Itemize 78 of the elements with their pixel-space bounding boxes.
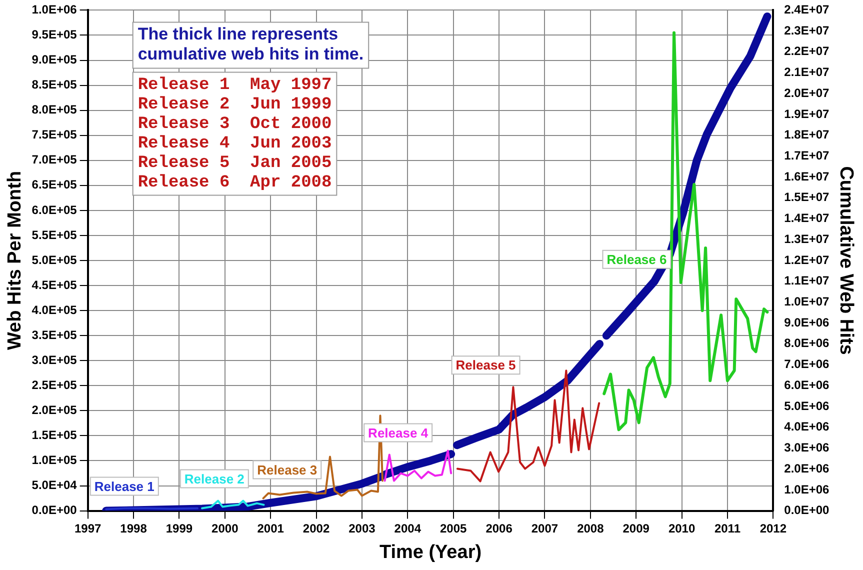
x-tick-label: 2005 bbox=[440, 521, 468, 536]
y2-tick-label: 1.9E+07 bbox=[784, 106, 830, 121]
x-tick-label: 2012 bbox=[760, 521, 787, 536]
y-tick-label: 1.5E+05 bbox=[32, 428, 78, 442]
y2-tick-label: 1.7E+07 bbox=[784, 148, 830, 163]
y-tick-label: 1.0E+05 bbox=[32, 453, 78, 468]
x-tick-label: 2008 bbox=[577, 521, 604, 536]
y-tick-label: 7.0E+05 bbox=[32, 152, 78, 167]
annotation: The thick line represents cumulative web hits in time. bbox=[138, 24, 364, 64]
x-tick-label: 2001 bbox=[257, 521, 284, 536]
x-tick-label: 2011 bbox=[714, 521, 741, 536]
y-tick-label: 4.0E+05 bbox=[32, 302, 78, 317]
y-tick-label: 0.0E+00 bbox=[32, 503, 78, 518]
y-tick-label: 9.5E+05 bbox=[32, 28, 78, 42]
y-tick-label: 9.0E+05 bbox=[32, 52, 78, 67]
y2-tick-label: 9.0E+06 bbox=[784, 315, 830, 330]
y2-tick-label: 1.3E+07 bbox=[784, 232, 830, 246]
y2-tick-label: 2.0E+06 bbox=[784, 461, 830, 476]
annotation: Release 6 Apr 2008 bbox=[138, 173, 332, 192]
y2-tick-label: 2.3E+07 bbox=[784, 23, 830, 38]
y-tick-label: 2.0E+05 bbox=[32, 402, 78, 417]
x-tick-label: 2003 bbox=[348, 521, 376, 536]
series-label: Release 1 bbox=[94, 478, 154, 494]
y-tick-label: 8.0E+05 bbox=[32, 102, 78, 117]
y2-tick-label: 2.1E+07 bbox=[784, 65, 830, 80]
annotation: Release 3 Oct 2000 bbox=[138, 114, 332, 134]
y2-tick-label: 1.0E+07 bbox=[784, 294, 830, 309]
series-label: Release 5 bbox=[456, 358, 516, 373]
series-label: Release 4 bbox=[368, 425, 429, 440]
series-label: Release 6 bbox=[606, 252, 667, 267]
x-tick-label: 2002 bbox=[302, 521, 330, 536]
y-tick-label: 5.0E+05 bbox=[32, 252, 78, 267]
y-tick-label: 2.5E+05 bbox=[32, 378, 78, 392]
y2-tick-label: 1.4E+07 bbox=[784, 211, 830, 226]
series-label: Release 3 bbox=[257, 462, 318, 478]
y-tick-label: 1.0E+06 bbox=[32, 2, 78, 17]
x-tick-label: 2006 bbox=[486, 521, 513, 536]
annotation: Release 5 Jan 2005 bbox=[138, 154, 332, 173]
y-tick-label: 5.0E+04 bbox=[32, 478, 78, 492]
y-tick-label: 8.5E+05 bbox=[32, 78, 78, 92]
y2-tick-label: 2.0E+07 bbox=[784, 86, 830, 100]
y2-tick-label: 0.0E+00 bbox=[784, 503, 830, 518]
y2-tick-label: 1.8E+07 bbox=[784, 128, 830, 142]
series-label: Release 2 bbox=[184, 471, 244, 486]
y2-tick-label: 2.4E+07 bbox=[784, 2, 830, 17]
y2-tick-label: 3.0E+06 bbox=[784, 440, 830, 455]
y-tick-label: 6.5E+05 bbox=[32, 178, 78, 192]
y2-axis-title: Cumulative Web Hits bbox=[835, 166, 856, 355]
y-tick-label: 3.0E+05 bbox=[32, 352, 78, 367]
x-tick-label: 2009 bbox=[622, 521, 650, 536]
y2-tick-label: 1.1E+07 bbox=[784, 274, 830, 288]
y2-tick-label: 8.0E+06 bbox=[784, 336, 830, 350]
y-tick-label: 4.5E+05 bbox=[32, 278, 78, 292]
y2-tick-label: 6.0E+06 bbox=[784, 378, 830, 392]
y2-tick-label: 4.0E+06 bbox=[784, 420, 830, 434]
y-tick-label: 3.5E+05 bbox=[32, 328, 78, 342]
y2-tick-label: 5.0E+06 bbox=[784, 398, 830, 413]
y-axis-title: Web Hits Per Month bbox=[4, 170, 26, 350]
y2-tick-label: 1.0E+06 bbox=[784, 482, 830, 496]
annotation: Release 2 Jun 1999 bbox=[138, 95, 332, 114]
annotation: Release 4 Jun 2003 bbox=[138, 134, 332, 154]
x-tick-label: 2004 bbox=[394, 521, 422, 536]
x-tick-label: 1997 bbox=[74, 521, 102, 536]
x-tick-label: 2010 bbox=[668, 521, 696, 536]
x-tick-label: 2000 bbox=[212, 521, 239, 536]
y2-tick-label: 1.2E+07 bbox=[784, 252, 830, 267]
y-tick-label: 5.5E+05 bbox=[32, 228, 78, 242]
x-axis-title: Time (Year) bbox=[379, 542, 482, 563]
x-tick-label: 1998 bbox=[120, 521, 148, 536]
x-tick-label: 1999 bbox=[166, 521, 193, 536]
x-tick-label: 2007 bbox=[531, 521, 558, 536]
y-tick-label: 6.0E+05 bbox=[32, 202, 78, 217]
y-tick-label: 7.5E+05 bbox=[32, 128, 78, 142]
y2-tick-label: 1.5E+07 bbox=[784, 190, 830, 204]
y2-tick-label: 2.2E+07 bbox=[784, 44, 830, 58]
annotation: Release 1 May 1997 bbox=[138, 76, 332, 95]
y2-tick-label: 1.6E+07 bbox=[784, 169, 830, 184]
y2-tick-label: 7.0E+06 bbox=[784, 357, 830, 372]
